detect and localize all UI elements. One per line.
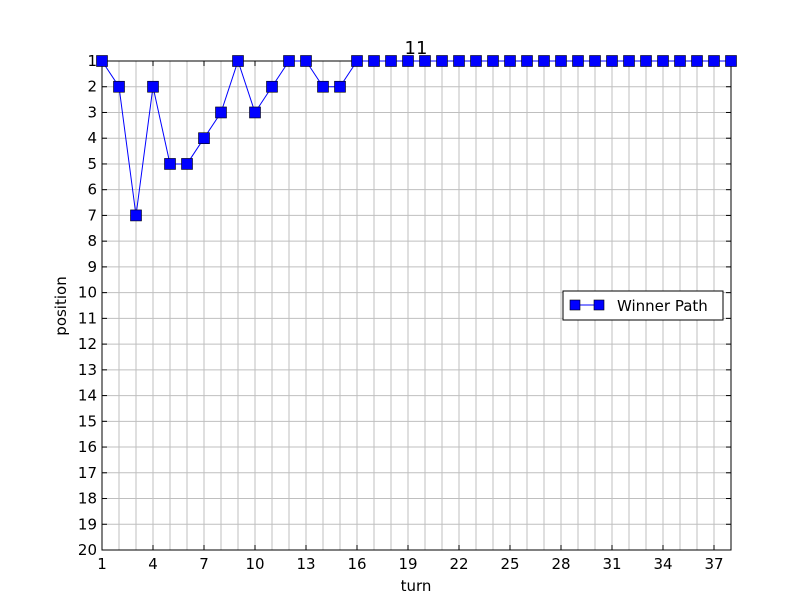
x-tick-label: 34	[653, 555, 672, 573]
data-point	[691, 55, 703, 67]
data-point	[436, 55, 448, 67]
data-point	[130, 209, 142, 222]
y-tick-label: 15	[78, 412, 97, 430]
y-axis-title: position	[52, 276, 70, 335]
data-point	[419, 55, 431, 67]
x-tick-label: 7	[199, 555, 209, 573]
y-tick-label: 4	[87, 129, 97, 147]
x-tick-label: 4	[148, 555, 158, 573]
y-tick-label: 1	[87, 52, 97, 70]
data-point	[402, 55, 414, 67]
y-tick-label: 9	[87, 258, 97, 276]
data-point	[385, 55, 397, 67]
y-tick-label: 7	[87, 206, 97, 224]
x-tick-label: 16	[347, 555, 366, 573]
legend-label: Winner Path	[617, 297, 708, 315]
data-point	[487, 55, 499, 67]
data-point	[317, 80, 329, 93]
data-point	[555, 55, 567, 67]
data-point	[266, 80, 278, 93]
data-point	[606, 55, 618, 67]
data-point	[623, 55, 635, 67]
x-tick-label: 10	[245, 555, 264, 573]
data-point	[113, 80, 125, 93]
data-point	[351, 55, 363, 67]
x-tick-label: 22	[449, 555, 468, 573]
data-point	[572, 55, 584, 67]
data-point	[657, 55, 669, 67]
data-point	[96, 55, 108, 67]
data-point	[521, 55, 533, 67]
x-tick-label: 37	[704, 555, 723, 573]
y-tick-label: 13	[78, 361, 97, 379]
data-point	[334, 80, 346, 93]
x-tick-label: 31	[602, 555, 621, 573]
legend: Winner Path	[562, 290, 724, 321]
y-tick-label: 19	[78, 515, 97, 533]
y-tick-label: 6	[87, 181, 97, 199]
data-point	[147, 80, 159, 93]
y-tick-label: 18	[78, 490, 97, 508]
y-tick-label: 3	[87, 103, 97, 121]
chart-title: 11	[405, 38, 428, 59]
data-point	[674, 55, 686, 67]
x-tick-label: 19	[398, 555, 417, 573]
data-point	[725, 55, 737, 67]
legend-marker-right	[593, 299, 605, 311]
x-axis-title: turn	[401, 577, 432, 595]
y-tick-label: 11	[78, 309, 97, 327]
data-point	[215, 106, 227, 119]
data-point	[538, 55, 550, 67]
data-point	[589, 55, 601, 67]
data-point	[181, 158, 193, 170]
x-tick-label: 28	[551, 555, 570, 573]
data-point	[198, 132, 210, 145]
data-point	[164, 158, 176, 170]
x-axis: 1 4 7 10 13 16 19 22 25 28 31 34 37	[97, 61, 724, 573]
y-tick-label: 2	[87, 78, 97, 96]
data-point	[453, 55, 465, 67]
data-point	[470, 55, 482, 67]
data-point	[368, 55, 380, 67]
data-point	[249, 106, 261, 119]
data-point	[283, 55, 295, 67]
y-tick-label: 5	[87, 155, 97, 173]
y-tick-label: 17	[78, 464, 97, 482]
series-layer	[96, 55, 737, 222]
data-point	[504, 55, 516, 67]
y-tick-label: 8	[87, 232, 97, 250]
y-tick-label: 16	[78, 438, 97, 456]
x-tick-label: 25	[500, 555, 519, 573]
x-tick-label: 1	[97, 555, 107, 573]
data-point	[232, 55, 244, 67]
data-point	[640, 55, 652, 67]
y-tick-label: 10	[78, 284, 97, 302]
y-tick-label: 20	[78, 541, 97, 559]
y-tick-label: 12	[78, 335, 97, 353]
data-point	[300, 55, 312, 67]
legend-marker-left	[569, 299, 581, 311]
x-tick-label: 13	[296, 555, 315, 573]
y-tick-label: 14	[78, 387, 97, 405]
data-point	[708, 55, 720, 67]
